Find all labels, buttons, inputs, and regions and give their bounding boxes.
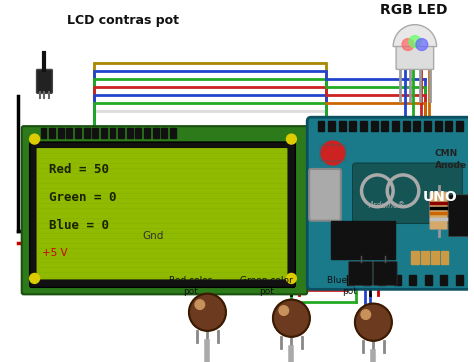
Bar (363, 275, 370, 285)
Bar (136, 128, 141, 138)
Wedge shape (393, 25, 437, 47)
Bar (440, 251, 448, 265)
Circle shape (273, 300, 310, 337)
Text: Anode: Anode (435, 161, 467, 170)
Text: Red = 50: Red = 50 (49, 163, 109, 176)
Bar (58, 128, 64, 138)
Bar (328, 121, 335, 131)
Bar (153, 128, 159, 138)
Text: Gnd: Gnd (142, 231, 164, 241)
Text: Red color
pot: Red color pot (169, 276, 212, 296)
Bar (92, 128, 98, 138)
FancyBboxPatch shape (30, 142, 295, 287)
Bar (83, 128, 90, 138)
Bar (360, 121, 367, 131)
Bar (101, 128, 107, 138)
Text: Green = 0: Green = 0 (49, 191, 117, 204)
Bar (378, 275, 385, 285)
Circle shape (416, 39, 428, 51)
Bar (456, 121, 463, 131)
FancyBboxPatch shape (448, 195, 470, 237)
FancyBboxPatch shape (430, 192, 447, 230)
Circle shape (30, 134, 39, 144)
Bar (410, 275, 416, 285)
Bar (392, 121, 399, 131)
Circle shape (279, 306, 289, 315)
FancyBboxPatch shape (396, 46, 434, 70)
Bar (403, 121, 410, 131)
FancyBboxPatch shape (353, 163, 462, 224)
Bar (421, 251, 428, 265)
FancyBboxPatch shape (36, 70, 52, 93)
Bar (440, 275, 447, 285)
Text: Blue = 0: Blue = 0 (49, 219, 109, 232)
Bar (331, 221, 395, 258)
Bar (118, 128, 124, 138)
FancyBboxPatch shape (36, 148, 287, 279)
Bar (347, 275, 354, 285)
Bar (349, 121, 356, 131)
Bar (144, 128, 150, 138)
Bar (456, 275, 463, 285)
FancyBboxPatch shape (309, 169, 341, 221)
Bar (170, 128, 176, 138)
Bar (425, 275, 432, 285)
Text: CMN: CMN (435, 149, 458, 158)
Bar (109, 128, 116, 138)
Circle shape (361, 310, 371, 319)
Circle shape (286, 273, 296, 283)
Text: Green color
pot: Green color pot (240, 276, 293, 296)
Bar (40, 128, 46, 138)
Circle shape (30, 273, 39, 283)
Bar (411, 251, 419, 265)
Bar (49, 128, 55, 138)
Circle shape (355, 304, 392, 341)
Circle shape (402, 39, 414, 51)
Circle shape (286, 134, 296, 144)
FancyBboxPatch shape (22, 126, 307, 294)
Bar (413, 121, 420, 131)
Bar (318, 121, 325, 131)
FancyBboxPatch shape (349, 261, 373, 285)
Bar (161, 128, 167, 138)
Bar (394, 275, 401, 285)
Bar (382, 121, 388, 131)
Text: Blue color
pot: Blue color pot (327, 276, 373, 296)
Text: +5 V: +5 V (42, 248, 67, 257)
Text: RGB LED: RGB LED (380, 3, 448, 17)
Bar (371, 121, 378, 131)
Bar (431, 251, 438, 265)
Bar (66, 128, 73, 138)
Bar (445, 121, 452, 131)
Circle shape (189, 294, 226, 331)
Circle shape (321, 141, 345, 165)
Circle shape (195, 300, 205, 310)
Bar (435, 121, 441, 131)
Bar (75, 128, 81, 138)
Bar (339, 121, 346, 131)
Text: LCD contras pot: LCD contras pot (67, 14, 179, 27)
FancyBboxPatch shape (307, 117, 473, 289)
FancyBboxPatch shape (374, 261, 397, 285)
Text: UNO: UNO (423, 190, 457, 204)
Bar (424, 121, 431, 131)
Circle shape (409, 35, 421, 47)
Bar (127, 128, 133, 138)
Text: Arduino®: Arduino® (368, 201, 406, 210)
